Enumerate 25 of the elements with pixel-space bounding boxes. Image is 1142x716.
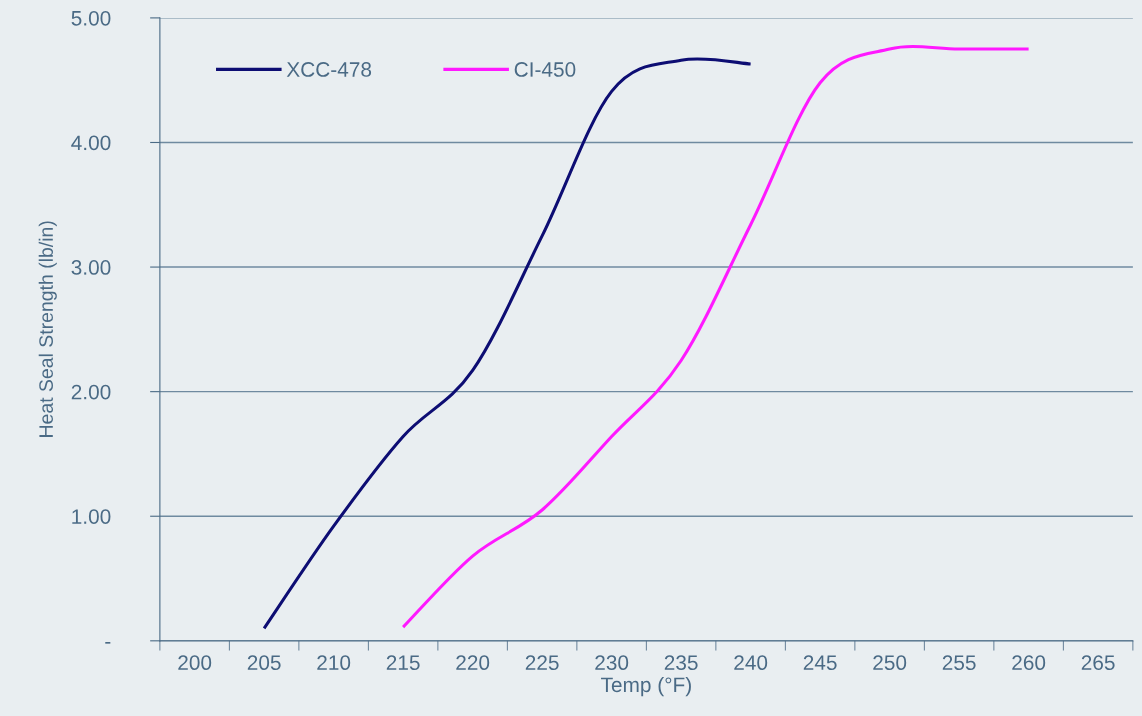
line-series xyxy=(262,57,753,630)
y-tick-label: 2.00 xyxy=(71,384,111,400)
x-tick-label: 210 xyxy=(317,655,351,671)
y-tick-label: - xyxy=(105,642,111,644)
x-tick-label: 220 xyxy=(456,655,490,671)
y-tick-label: 4.00 xyxy=(71,135,111,151)
x-tick-label: 225 xyxy=(525,655,559,671)
x-tick-label: 255 xyxy=(942,655,976,671)
x-tick-label: 240 xyxy=(734,655,768,671)
y-tick-label: 3.00 xyxy=(71,260,111,275)
x-tick-label: 230 xyxy=(595,655,629,671)
x-tick-label: 260 xyxy=(1012,655,1046,671)
legend-label: XCC-478 xyxy=(286,62,372,77)
x-axis-title: Temp (°F) xyxy=(601,676,691,697)
x-tick-label: 215 xyxy=(386,655,420,671)
x-tick-label: 265 xyxy=(1081,655,1115,671)
x-tick-label: 245 xyxy=(803,655,837,671)
x-tick-label: 200 xyxy=(178,655,212,671)
legend-label: CI-450 xyxy=(514,62,576,77)
y-tick-label: 5.00 xyxy=(71,10,111,26)
x-tick-label: 235 xyxy=(664,655,698,671)
x-tick-label: 250 xyxy=(873,655,907,671)
y-axis-title: Heat Seal Strength (lb/in) xyxy=(38,221,57,437)
y-tick-label: 1.00 xyxy=(72,509,111,524)
x-tick-label: 205 xyxy=(247,655,281,671)
